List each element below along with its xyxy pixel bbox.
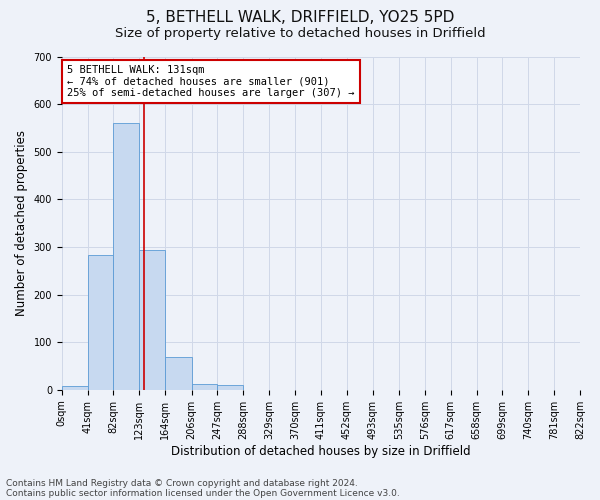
X-axis label: Distribution of detached houses by size in Driffield: Distribution of detached houses by size …: [171, 444, 471, 458]
Text: 5 BETHELL WALK: 131sqm
← 74% of detached houses are smaller (901)
25% of semi-de: 5 BETHELL WALK: 131sqm ← 74% of detached…: [67, 65, 355, 98]
Bar: [217, 385, 244, 390]
Text: 5, BETHELL WALK, DRIFFIELD, YO25 5PD: 5, BETHELL WALK, DRIFFIELD, YO25 5PD: [146, 10, 454, 25]
Bar: [113, 123, 139, 390]
Y-axis label: Number of detached properties: Number of detached properties: [15, 130, 28, 316]
Text: Size of property relative to detached houses in Driffield: Size of property relative to detached ho…: [115, 28, 485, 40]
Bar: [62, 386, 88, 390]
Bar: [139, 250, 165, 390]
Text: Contains public sector information licensed under the Open Government Licence v3: Contains public sector information licen…: [6, 488, 400, 498]
Bar: [165, 358, 191, 390]
Bar: [191, 384, 217, 390]
Text: Contains HM Land Registry data © Crown copyright and database right 2024.: Contains HM Land Registry data © Crown c…: [6, 478, 358, 488]
Bar: [88, 255, 113, 390]
